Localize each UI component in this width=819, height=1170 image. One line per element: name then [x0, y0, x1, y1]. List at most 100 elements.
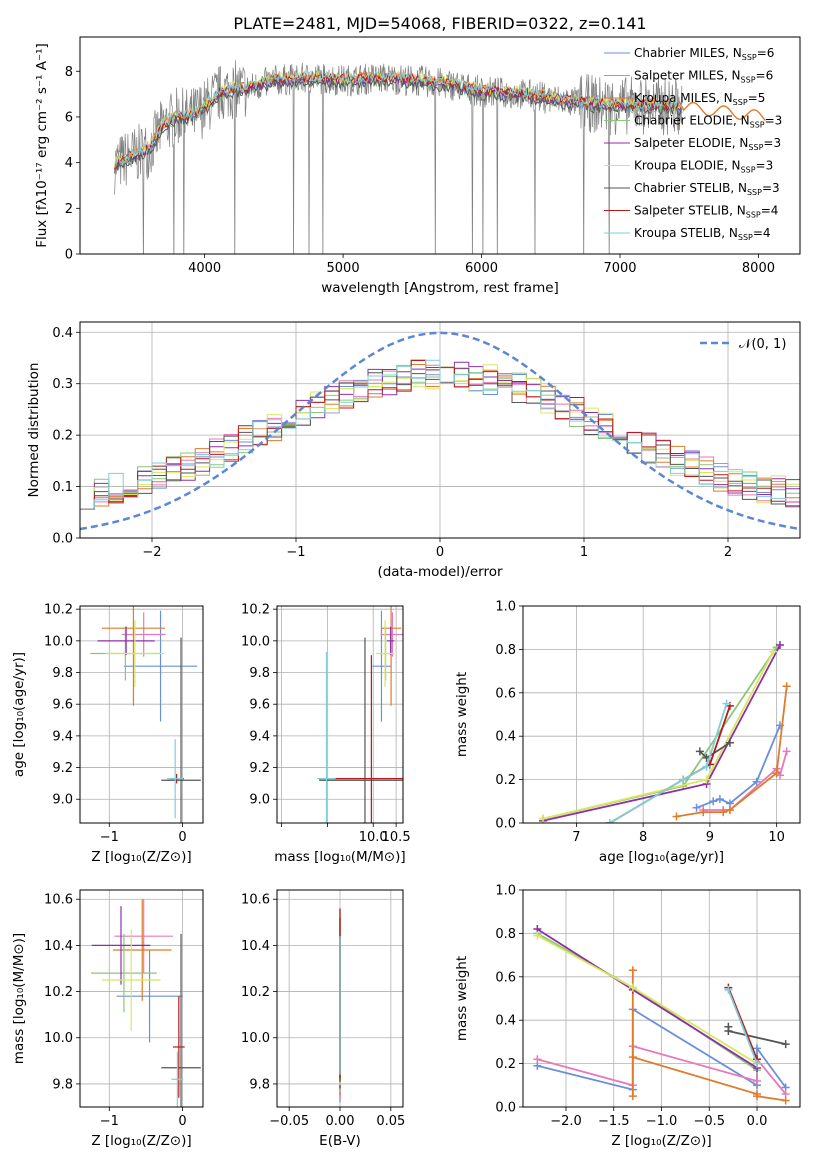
- plot-area: [277, 890, 403, 1107]
- y-tick-label: 0.0: [52, 532, 73, 547]
- y-tick-label: 9.2: [249, 761, 270, 776]
- series-marker: [672, 812, 681, 821]
- series-marker: [533, 931, 542, 940]
- series-5: [533, 931, 762, 1068]
- y-tick-label: 6: [65, 110, 73, 125]
- y-tick-label: 9.6: [52, 698, 73, 713]
- series-2: [672, 682, 791, 821]
- series-marker: [605, 819, 614, 823]
- y-tick-label: 0.8: [495, 643, 516, 658]
- x-tick-label: 10: [768, 830, 785, 845]
- series-marker: [753, 1059, 762, 1068]
- panel-mass_vs_ebv: −0.05 0.00 0.05 9.8 10.0 10.2 10.4 10.6 E(B-V): [241, 889, 405, 1149]
- y-tick-label: 0.3: [52, 377, 73, 392]
- series-line: [631, 970, 786, 1102]
- series-marker: [695, 747, 704, 756]
- legend-label: Salpeter STELIB, NSSP=4: [634, 204, 778, 220]
- y-tick-label: 0.2: [52, 429, 73, 444]
- errorbar-point-2: [112, 899, 172, 1001]
- errorbar-point-0: [116, 950, 183, 1043]
- errorbar-point-7: [172, 996, 185, 1098]
- errorbar-point-6: [161, 933, 201, 1107]
- y-axis-label: Flux [fλ10⁻¹⁷ erg cm⁻² s⁻¹ A⁻¹]: [34, 43, 50, 248]
- series-marker: [753, 1044, 762, 1053]
- legend-label: Chabrier MILES, NSSP=6: [634, 46, 774, 62]
- errorbar-point-4: [91, 906, 151, 985]
- y-tick-label: 10.0: [44, 1031, 73, 1046]
- x-tick-label: 0.00: [326, 1114, 355, 1129]
- panel-residuals: −2 −1 0 1 2 0.0 0.1 0.2 0.3 0.4 𝒩(0, 1) (data-model…: [26, 321, 801, 580]
- model-line-6: [114, 75, 683, 174]
- x-tick-label: 1: [580, 545, 588, 560]
- series-marker: [715, 795, 724, 804]
- legend-label: Kroupa MILES, NSSP=5: [634, 91, 765, 107]
- series-line: [537, 1045, 787, 1095]
- series-marker: [775, 641, 784, 650]
- series-line: [696, 725, 781, 809]
- axes-frame: [522, 889, 801, 1108]
- y-tick-label: 9.4: [52, 729, 73, 744]
- x-tick-label: 7: [572, 830, 580, 845]
- y-tick-label: 9.6: [249, 698, 270, 713]
- axes-frame: [522, 605, 801, 824]
- y-tick-label: 1.0: [495, 600, 516, 615]
- series-marker: [769, 647, 778, 656]
- y-tick-label: 4: [65, 156, 73, 171]
- x-tick-label: 8000: [742, 261, 775, 276]
- series-marker: [724, 1027, 733, 1036]
- series-marker: [699, 808, 708, 817]
- y-tick-label: 9.0: [249, 793, 270, 808]
- series-6: [695, 738, 734, 762]
- series-line: [727, 987, 758, 1060]
- y-tick-label: 10.2: [241, 985, 270, 1000]
- x-tick-label: 0: [178, 830, 186, 845]
- y-tick-label: 0.1: [52, 480, 73, 495]
- y-tick-label: 1.0: [495, 884, 516, 899]
- errorbar-point-1: [380, 612, 403, 657]
- series-8: [724, 985, 762, 1068]
- legend-label: Chabrier ELODIE, NSSP=3: [634, 114, 782, 130]
- axes-frame: [276, 889, 404, 1108]
- series-line: [537, 1007, 787, 1091]
- series-marker: [782, 682, 791, 691]
- x-tick-label: 10.5: [382, 830, 411, 845]
- series-marker: [722, 699, 731, 708]
- y-tick-label: 8: [65, 65, 73, 80]
- x-tick-label: 0: [178, 1114, 186, 1129]
- series-line: [536, 928, 758, 1069]
- panel-spectrum: 4000 5000 6000 7000 8000 0 2 4 6 8 Chabrier MILES,…: [34, 36, 801, 296]
- errorbar-point-6: [319, 637, 403, 823]
- x-tick-label: 6000: [465, 261, 498, 276]
- errorbar-point-8: [317, 651, 336, 823]
- errorbar-point-3: [90, 933, 157, 1013]
- axes-frame: [79, 36, 801, 255]
- x-axis-label: E(B-V): [319, 1133, 361, 1149]
- errorbar-point-5: [105, 620, 165, 687]
- x-tick-label: −1: [286, 545, 305, 560]
- y-tick-label: 0.4: [495, 1014, 516, 1029]
- y-tick-label: 9.2: [52, 761, 73, 776]
- errorbar-point-5: [375, 620, 395, 687]
- legend-label: Chabrier STELIB, NSSP=3: [634, 181, 780, 197]
- errorbar-point-0: [372, 610, 391, 722]
- y-tick-label: 10.0: [44, 634, 73, 649]
- x-tick-label: 8: [639, 830, 647, 845]
- series-6: [724, 1022, 790, 1049]
- y-tick-label: 10.2: [241, 603, 270, 618]
- series-marker: [533, 1055, 542, 1064]
- series-marker: [702, 762, 711, 771]
- series-marker: [702, 775, 711, 784]
- errorbar-point-2: [101, 606, 165, 706]
- model-line-8: [114, 69, 683, 169]
- y-tick-label: 9.8: [249, 666, 270, 681]
- y-tick-label: 10.4: [241, 939, 270, 954]
- x-tick-label: −1: [100, 830, 119, 845]
- legend: Chabrier MILES, NSSP=6 Salpeter MILES, NS…: [604, 46, 782, 242]
- y-tick-label: 0.0: [495, 1101, 516, 1116]
- panel-mass_vs_Z: −1 0 9.8 10.0 10.2 10.4 10.6 Z [log₁₀(Z/Z⊙)] mas…: [11, 889, 204, 1149]
- plot-area: [113, 60, 766, 254]
- panel-weight_vs_Z: −2.0 −1.5 −1.0 −0.5 0.0 0.0 0.2 0.4 0.6 0.8 1.0 Z […: [454, 884, 801, 1149]
- y-tick-label: 0.4: [495, 730, 516, 745]
